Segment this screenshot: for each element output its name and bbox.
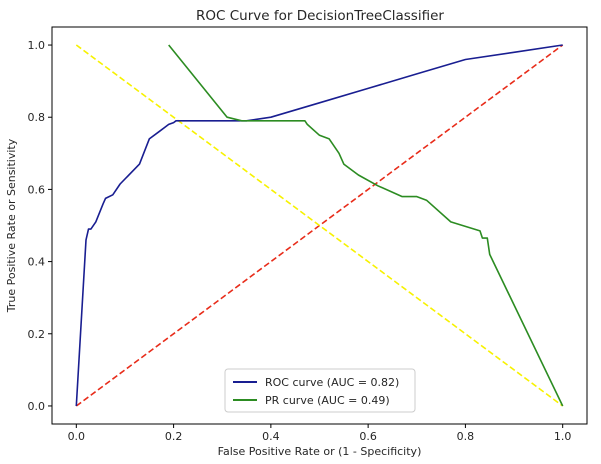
x-axis-label: False Positive Rate or (1 - Specificity) xyxy=(218,445,422,458)
x-tick-label: 0.2 xyxy=(165,430,183,443)
reverse-diagonal xyxy=(75,44,564,407)
y-tick-label: 0.2 xyxy=(28,328,46,341)
y-tick-label: 0.4 xyxy=(28,256,46,269)
legend: ROC curve (AUC = 0.82) PR curve (AUC = 0… xyxy=(224,368,416,413)
plot-area xyxy=(75,44,564,407)
y-tick-label: 0.8 xyxy=(28,111,46,124)
y-tick-label: 1.0 xyxy=(28,39,46,52)
y-tick-label: 0.6 xyxy=(28,183,46,196)
x-tick-label: 1.0 xyxy=(554,430,572,443)
x-tick-label: 0.8 xyxy=(457,430,475,443)
chart-title: ROC Curve for DecisionTreeClassifier xyxy=(196,8,444,24)
x-tick-label: 0.0 xyxy=(68,430,86,443)
y-tick-label: 0.0 xyxy=(28,400,46,413)
pr-curve-line xyxy=(168,44,564,407)
legend-label-pr: PR curve (AUC = 0.49) xyxy=(265,394,390,407)
axis-ticks: 0.0 0.2 0.4 0.6 0.8 1.0 0.0 0.2 0.4 0.6 0.8 1.0 xyxy=(28,39,572,443)
legend-label-roc: ROC curve (AUC = 0.82) xyxy=(265,376,399,389)
x-tick-label: 0.4 xyxy=(262,430,280,443)
x-tick-label: 0.6 xyxy=(359,430,377,443)
plot-frame xyxy=(51,26,588,425)
legend-box xyxy=(224,368,416,413)
y-axis-label: True Positive Rate or Sensitivity xyxy=(5,138,18,313)
roc-curve-line xyxy=(75,44,563,407)
